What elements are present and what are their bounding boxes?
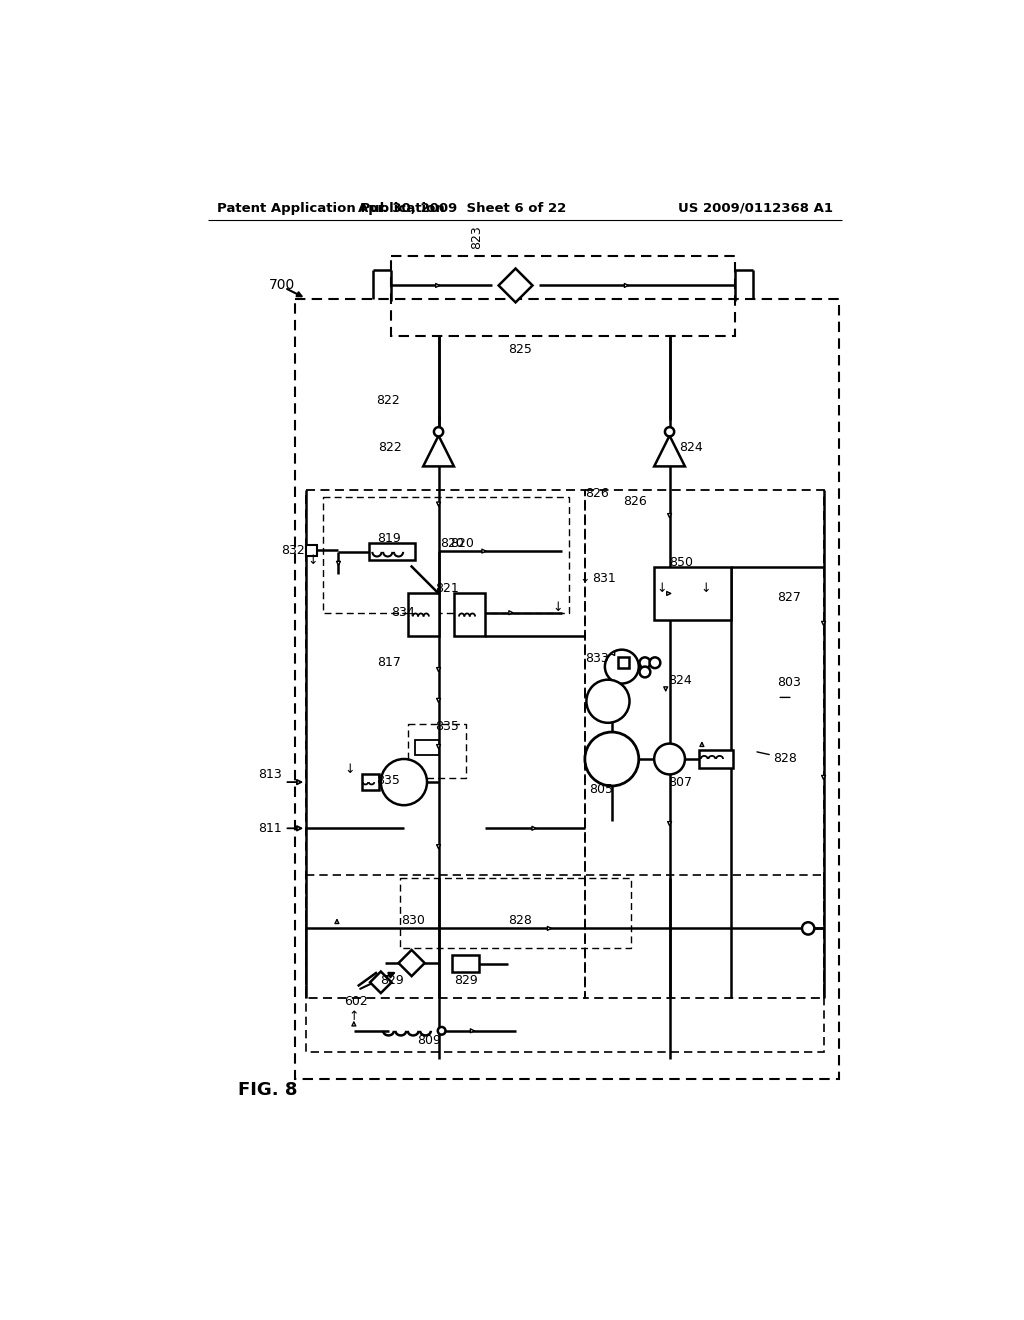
Text: ↓: ↓ bbox=[580, 572, 590, 585]
Text: 809: 809 bbox=[417, 1034, 441, 1047]
Bar bbox=[306, 545, 316, 556]
Text: 821: 821 bbox=[435, 582, 459, 594]
Bar bbox=[408, 725, 466, 779]
Text: ↑: ↑ bbox=[348, 1010, 359, 1023]
Text: ↓: ↓ bbox=[308, 554, 318, 566]
Text: 824: 824 bbox=[680, 441, 703, 454]
Bar bbox=[454, 594, 484, 636]
Circle shape bbox=[434, 428, 443, 437]
Circle shape bbox=[605, 649, 639, 684]
Text: 826: 826 bbox=[585, 487, 608, 500]
Bar bbox=[585, 490, 823, 998]
Text: 823: 823 bbox=[471, 226, 483, 249]
Circle shape bbox=[640, 667, 650, 677]
Bar bbox=[391, 256, 735, 335]
Bar bbox=[408, 594, 438, 636]
Text: 828: 828 bbox=[773, 752, 798, 766]
Text: 820: 820 bbox=[451, 537, 474, 550]
Bar bbox=[617, 657, 629, 668]
Bar bbox=[370, 544, 416, 561]
Polygon shape bbox=[370, 972, 391, 993]
Circle shape bbox=[585, 733, 639, 785]
Circle shape bbox=[381, 759, 427, 805]
Text: 822: 822 bbox=[379, 441, 402, 454]
Text: Patent Application Publication: Patent Application Publication bbox=[217, 202, 444, 215]
Text: 835: 835 bbox=[376, 774, 400, 787]
Circle shape bbox=[587, 680, 630, 723]
Bar bbox=[654, 566, 731, 620]
Bar bbox=[295, 300, 839, 1078]
Text: 832: 832 bbox=[282, 544, 305, 557]
Polygon shape bbox=[499, 268, 532, 302]
Text: 817: 817 bbox=[377, 656, 400, 669]
Text: 602: 602 bbox=[345, 995, 369, 1008]
Text: 830: 830 bbox=[401, 915, 426, 927]
Circle shape bbox=[802, 923, 814, 935]
Bar bbox=[416, 739, 438, 755]
Text: 829: 829 bbox=[380, 974, 403, 987]
Text: 813: 813 bbox=[258, 768, 283, 781]
Text: FIG. 8: FIG. 8 bbox=[239, 1081, 298, 1100]
Text: 811: 811 bbox=[258, 822, 283, 834]
Text: 834: 834 bbox=[391, 606, 415, 619]
Circle shape bbox=[438, 1027, 445, 1035]
Text: 831: 831 bbox=[593, 572, 616, 585]
Text: 820: 820 bbox=[440, 537, 464, 550]
Text: 835: 835 bbox=[435, 721, 459, 733]
Text: 803: 803 bbox=[777, 676, 801, 689]
Polygon shape bbox=[423, 436, 454, 466]
Text: 819: 819 bbox=[377, 532, 400, 545]
Bar bbox=[698, 750, 733, 768]
Text: 833: 833 bbox=[585, 652, 608, 665]
Circle shape bbox=[654, 743, 685, 775]
Text: ↓: ↓ bbox=[700, 582, 711, 594]
Circle shape bbox=[649, 657, 660, 668]
Text: 700: 700 bbox=[269, 279, 295, 293]
Text: 822: 822 bbox=[376, 395, 400, 408]
Text: 850: 850 bbox=[670, 556, 693, 569]
Text: 827: 827 bbox=[777, 591, 801, 603]
Circle shape bbox=[640, 657, 650, 668]
Text: 825: 825 bbox=[508, 343, 531, 356]
Polygon shape bbox=[398, 950, 425, 977]
Circle shape bbox=[665, 428, 674, 437]
Bar bbox=[453, 956, 479, 973]
Text: ↓: ↓ bbox=[345, 763, 355, 776]
Bar bbox=[306, 490, 585, 998]
Bar bbox=[361, 775, 379, 789]
Text: 807: 807 bbox=[668, 776, 692, 788]
Text: 805: 805 bbox=[590, 783, 613, 796]
Text: 828: 828 bbox=[508, 915, 531, 927]
Polygon shape bbox=[654, 436, 685, 466]
Text: 829: 829 bbox=[454, 974, 478, 987]
Text: 826: 826 bbox=[624, 495, 647, 508]
Text: 824: 824 bbox=[668, 675, 692, 686]
Text: ↓: ↓ bbox=[553, 601, 563, 614]
Bar bbox=[400, 878, 631, 948]
Text: Apr. 30, 2009  Sheet 6 of 22: Apr. 30, 2009 Sheet 6 of 22 bbox=[357, 202, 566, 215]
Bar bbox=[323, 498, 569, 612]
Text: US 2009/0112368 A1: US 2009/0112368 A1 bbox=[678, 202, 833, 215]
Bar bbox=[306, 874, 823, 1052]
Text: ↓: ↓ bbox=[656, 582, 667, 594]
